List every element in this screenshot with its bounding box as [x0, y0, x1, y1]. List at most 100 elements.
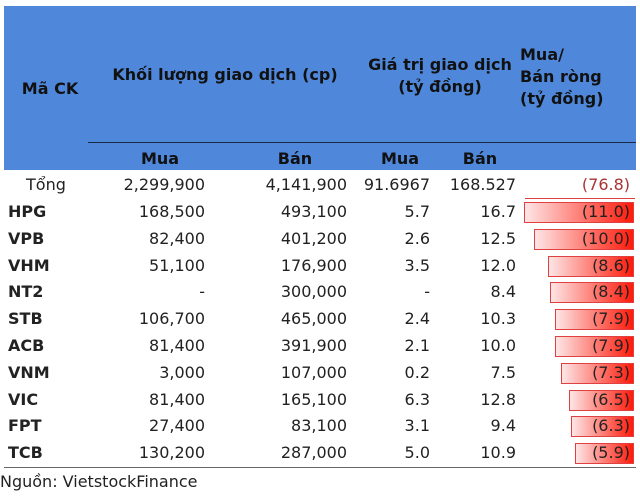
cell-net: (10.0) — [581, 228, 630, 248]
cell-val-buy: 3.1 — [404, 416, 430, 436]
table-row: VNM 3,000 107,000 0.2 7.5 (7.3) — [0, 360, 640, 387]
cell-vol-buy: 81,400 — [149, 389, 205, 409]
sub-val-buy: Mua — [380, 149, 420, 168]
net-data-bar — [524, 202, 634, 223]
table-row: FPT 27,400 83,100 3.1 9.4 (6.3) — [0, 413, 640, 440]
cell-vol-buy: 82,400 — [149, 228, 205, 248]
cell-ticker: TCB — [8, 443, 43, 463]
cell-ticker: NT2 — [8, 282, 44, 302]
total-label: Tổng — [26, 175, 66, 194]
cell-vol-buy: - — [199, 282, 205, 302]
cell-net: (7.3) — [592, 362, 630, 382]
cell-vol-buy: 51,100 — [149, 255, 205, 275]
header-value-line1: Giá trị giao dịch — [368, 55, 512, 74]
cell-net: (6.5) — [592, 389, 630, 409]
header-net-line2: Bán ròng — [520, 67, 602, 86]
cell-vol-buy: 3,000 — [159, 362, 205, 382]
total-underline — [525, 198, 635, 199]
cell-ticker: VIC — [8, 389, 39, 409]
net-data-bar — [569, 389, 634, 411]
cell-ticker: STB — [8, 309, 43, 329]
header-net-line1: Mua/ — [520, 45, 564, 64]
cell-net: (7.9) — [592, 336, 630, 355]
cell-val-sell: 168.527 — [449, 175, 516, 194]
cell-val-buy: 2.1 — [404, 336, 430, 355]
table-row: VPB 82,400 401,200 2.6 12.5 (10.0) — [0, 226, 640, 253]
net-data-bar — [550, 282, 634, 304]
net-data-bar — [561, 362, 634, 384]
net-data-bar — [555, 336, 634, 357]
cell-ticker: VNM — [8, 362, 50, 382]
table-row: NT2 - 300,000 - 8.4 (8.4) — [0, 279, 640, 306]
cell-vol-sell: 465,000 — [280, 309, 347, 329]
cell-vol-buy: 130,200 — [138, 443, 205, 463]
cell-net: (11.0) — [581, 202, 630, 221]
cell-vol-sell: 165,100 — [280, 389, 347, 409]
net-data-bar — [548, 255, 634, 277]
cell-ticker: HPG — [8, 202, 47, 221]
header-net-line3: (tỷ đồng) — [520, 89, 604, 108]
header-ticker: Mã CK — [21, 79, 79, 98]
cell-vol-buy: 168,500 — [138, 202, 205, 221]
table-bottom-border — [4, 467, 636, 468]
net-data-bar — [571, 416, 634, 438]
cell-val-sell: 9.4 — [490, 416, 516, 436]
total-row: Tổng 2,299,900 4,141,900 91.6967 168.527… — [0, 172, 640, 199]
cell-vol-sell: 4,141,900 — [265, 175, 347, 194]
cell-val-buy: 5.7 — [404, 202, 430, 221]
cell-net: (8.4) — [592, 282, 630, 302]
cell-vol-sell: 391,900 — [280, 336, 347, 355]
cell-val-buy: 2.4 — [404, 309, 430, 329]
cell-net: (5.9) — [592, 443, 630, 463]
cell-vol-buy: 2,299,900 — [123, 175, 205, 194]
cell-val-sell: 12.8 — [480, 389, 516, 409]
cell-val-buy: 5.0 — [404, 443, 430, 463]
cell-net: (8.6) — [592, 255, 630, 275]
cell-vol-buy: 81,400 — [149, 336, 205, 355]
cell-vol-sell: 287,000 — [280, 443, 347, 463]
net-data-bar — [534, 228, 634, 250]
cell-val-buy: 2.6 — [404, 228, 430, 248]
cell-vol-sell: 300,000 — [280, 282, 347, 302]
table-row: STB 106,700 465,000 2.4 10.3 (7.9) — [0, 306, 640, 333]
cell-vol-sell: 493,100 — [280, 202, 347, 221]
cell-vol-sell: 401,200 — [280, 228, 347, 248]
cell-vol-sell: 176,900 — [280, 255, 347, 275]
cell-val-buy: - — [424, 282, 430, 302]
cell-val-buy: 0.2 — [404, 362, 430, 382]
cell-val-sell: 10.3 — [480, 309, 516, 329]
cell-ticker: ACB — [8, 336, 45, 355]
cell-val-buy: 6.3 — [404, 389, 430, 409]
table-row: VIC 81,400 165,100 6.3 12.8 (6.5) — [0, 387, 640, 414]
header-value-line2: (tỷ đồng) — [398, 77, 482, 96]
cell-val-buy: 3.5 — [404, 255, 430, 275]
cell-val-sell: 10.0 — [480, 336, 516, 355]
cell-val-sell: 12.0 — [480, 255, 516, 275]
table-row: VHM 51,100 176,900 3.5 12.0 (8.6) — [0, 253, 640, 280]
cell-ticker: VHM — [8, 255, 50, 275]
cell-ticker: VPB — [8, 228, 45, 248]
header-value: Giá trị giao dịch (tỷ đồng) — [360, 54, 520, 98]
sub-vol-sell: Bán — [277, 149, 313, 168]
cell-val-sell: 16.7 — [480, 202, 516, 221]
cell-vol-buy: 27,400 — [149, 416, 205, 436]
table-row: HPG 168,500 493,100 5.7 16.7 (11.0) — [0, 199, 640, 226]
header-net: Mua/Bán ròng (tỷ đồng) — [520, 44, 630, 110]
sub-val-sell: Bán — [462, 149, 498, 168]
cell-val-sell: 7.5 — [490, 362, 516, 382]
cell-net: (6.3) — [592, 416, 630, 436]
cell-vol-sell: 107,000 — [280, 362, 347, 382]
table-row: ACB 81,400 391,900 2.1 10.0 (7.9) — [0, 333, 640, 360]
cell-val-sell: 12.5 — [480, 228, 516, 248]
cell-vol-buy: 106,700 — [138, 309, 205, 329]
header-volume: Khối lượng giao dịch (cp) — [112, 65, 338, 84]
net-data-bar — [555, 309, 634, 331]
cell-val-sell: 8.4 — [490, 282, 516, 302]
sub-vol-buy: Mua — [140, 149, 180, 168]
cell-ticker: FPT — [8, 416, 42, 436]
cell-net: (76.8) — [581, 175, 630, 194]
cell-val-sell: 10.9 — [480, 443, 516, 463]
cell-val-buy: 91.6967 — [363, 175, 430, 194]
cell-net: (7.9) — [592, 309, 630, 329]
